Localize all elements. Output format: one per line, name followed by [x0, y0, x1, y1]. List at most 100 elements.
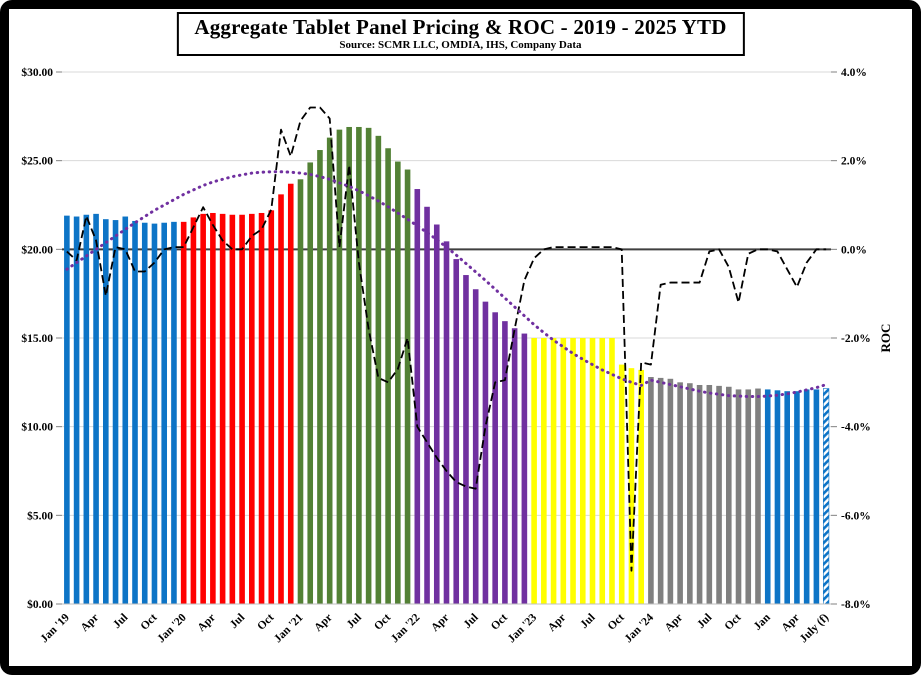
- bar-Aug '20: [249, 213, 255, 604]
- bar-Dec '23: [638, 369, 644, 604]
- bar-Mar '22: [433, 224, 440, 605]
- left-axis-label: $20.00: [21, 243, 53, 256]
- x-axis-label: Jul: [695, 612, 714, 631]
- bar-Dec '21: [404, 169, 411, 605]
- bar-Nov '24: [745, 389, 752, 604]
- right-axis-label: -4.0%: [841, 422, 871, 434]
- bar-May '25: [803, 389, 810, 604]
- left-axis-label: $15.00: [21, 332, 53, 345]
- bar-Aug '24: [716, 385, 722, 604]
- x-axis-label: Jan '19: [38, 611, 72, 645]
- x-axis-label: Oct: [606, 612, 627, 633]
- bar-May '21: [336, 129, 343, 604]
- right-axis-label: 0.0%: [841, 244, 867, 256]
- right-axis-title: ROC: [878, 324, 893, 353]
- x-axis-label: Apr: [780, 612, 802, 634]
- bar-Jan '22: [414, 189, 421, 605]
- bar-May '24: [687, 383, 693, 604]
- bar-Apr '23: [560, 338, 567, 604]
- bar-Jun '20: [229, 214, 236, 604]
- bar-Jun '25: [813, 389, 820, 604]
- bar-Nov '21: [395, 161, 401, 604]
- right-axis-label: 2.0%: [841, 156, 867, 168]
- bar-Jan '19: [64, 215, 70, 604]
- bar-Feb '21: [307, 162, 314, 604]
- bar-Sep '20: [258, 212, 265, 605]
- bar-Oct '24: [735, 389, 742, 604]
- x-axis-label: Apr: [663, 612, 685, 634]
- bar-Apr '24: [677, 382, 683, 604]
- roc-trend-dotted-line: [65, 170, 828, 399]
- roc-dashed-line: [66, 106, 827, 572]
- x-axis-label: Jul: [578, 612, 597, 631]
- bar-Sep '23: [609, 338, 615, 604]
- chart-subtitle: Source: SCMR LLC, OMDIA, IHS, Company Da…: [339, 39, 582, 51]
- bar-Jun '21: [346, 126, 352, 605]
- bar-Sep '22: [492, 312, 498, 604]
- bar-Jun '19: [112, 220, 119, 604]
- bar-Dec '24: [755, 388, 761, 604]
- left-axis-label: $30.00: [21, 66, 53, 79]
- bar-Jan '25: [764, 389, 771, 604]
- bar-Jan '21: [297, 179, 304, 604]
- x-axis-label: Oct: [489, 612, 510, 633]
- bar-Oct '21: [385, 148, 391, 604]
- bar-Jul '20: [239, 214, 245, 604]
- x-axis-label: Jan '22: [389, 611, 423, 645]
- bar-May '20: [219, 213, 226, 604]
- bar-Mar '23: [550, 338, 557, 604]
- bar-Feb '25: [774, 390, 781, 604]
- x-axis-label: Apr: [546, 612, 568, 634]
- bar-May '22: [453, 259, 460, 604]
- x-axis-label: Jan '24: [622, 611, 656, 645]
- bar-Oct '20: [268, 210, 275, 604]
- chart-title: Aggregate Tablet Panel Pricing & ROC - 2…: [194, 15, 727, 39]
- right-axis-label: -6.0%: [841, 510, 871, 522]
- bar-Apr '19: [93, 213, 99, 604]
- x-axis-label: Jul: [345, 612, 364, 631]
- bar-Feb '20: [190, 217, 197, 604]
- bar-Jul '19: [122, 216, 129, 604]
- bar-Sep '19: [141, 222, 148, 604]
- bar-Jan '23: [531, 338, 537, 604]
- bar-May '23: [570, 338, 576, 604]
- right-axis-label: -8.0%: [841, 599, 871, 611]
- bar-Jul '22: [472, 289, 479, 604]
- x-axis-label: Jan '20: [155, 611, 189, 645]
- bar-Mar '24: [667, 378, 674, 604]
- x-axis-label: Apr: [79, 612, 101, 634]
- bar-Mar '20: [200, 213, 206, 604]
- x-axis-label: Oct: [372, 612, 393, 633]
- x-axis-label: Apr: [312, 612, 334, 634]
- bar-Jul '23: [589, 338, 596, 604]
- bar-Jan '24: [648, 377, 654, 604]
- x-axis-label: Oct: [138, 612, 159, 633]
- bar-Aug '23: [599, 338, 606, 604]
- bar-Jun '23: [579, 338, 586, 604]
- x-axis-label: Jan '23: [506, 611, 540, 645]
- left-axis-label: $10.00: [21, 421, 53, 434]
- bar-Feb '19: [73, 216, 80, 604]
- bar-Apr '20: [210, 212, 216, 605]
- bar-Jun '24: [696, 384, 703, 604]
- right-axis-label: -2.0%: [841, 333, 871, 345]
- bar-Dec '19: [171, 221, 177, 604]
- x-axis-label: Apr: [429, 612, 451, 634]
- x-axis-label: Jan: [752, 611, 774, 633]
- x-axis-label: Jan '21: [272, 611, 306, 645]
- bar-Oct '23: [618, 364, 625, 604]
- bar-Mar '21: [317, 150, 323, 604]
- left-axis-label: $0.00: [27, 598, 53, 611]
- bar-Jan '20: [180, 221, 187, 604]
- bar-Dec '22: [521, 333, 528, 604]
- x-axis-label: Oct: [255, 612, 276, 633]
- bar-Sep '24: [725, 386, 732, 604]
- bar-Oct '19: [151, 223, 158, 604]
- bar-Dec '20: [287, 183, 294, 604]
- bar-Mar '25: [784, 391, 790, 604]
- bar-Nov '22: [511, 328, 518, 604]
- bar-Oct '22: [502, 321, 508, 604]
- bar-Nov '23: [628, 368, 635, 604]
- bar-May '19: [103, 219, 109, 605]
